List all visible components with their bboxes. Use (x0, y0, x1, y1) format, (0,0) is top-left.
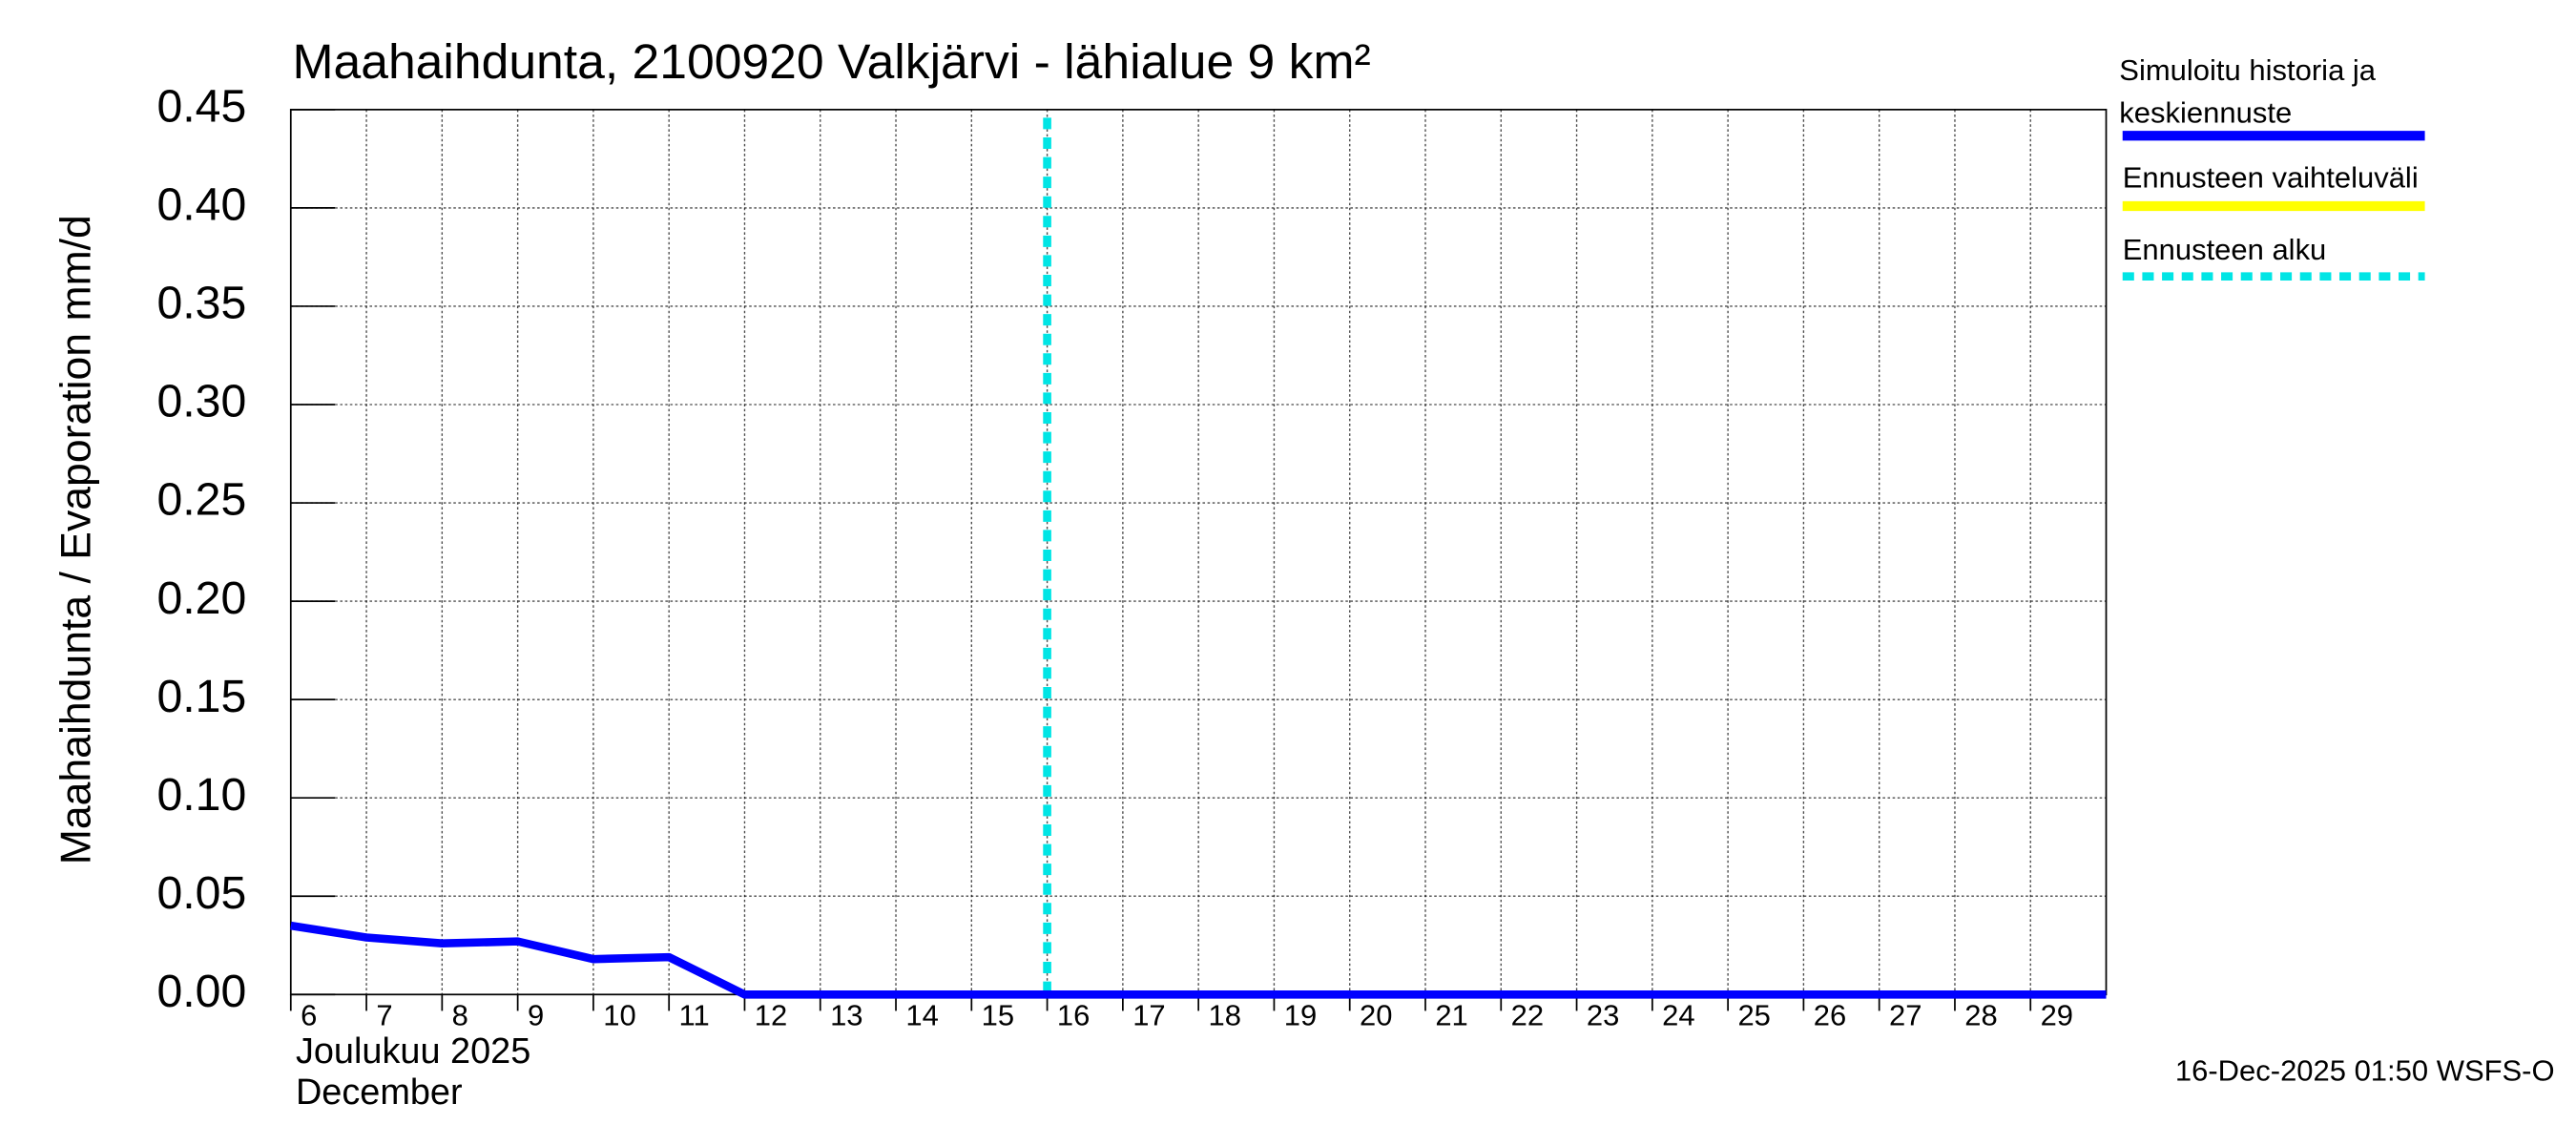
y-tick-label: 0.25 (156, 474, 246, 526)
x-axis-label: December (296, 1072, 463, 1113)
x-tick-label: 27 (1889, 999, 1922, 1032)
y-tick-label: 0.35 (156, 278, 246, 329)
legend-label: Ennusteen alku (2123, 233, 2327, 266)
y-tick-label: 0.20 (156, 572, 246, 624)
y-tick-label: 0.05 (156, 867, 246, 919)
x-tick-label: 12 (755, 999, 787, 1032)
footer: 16-Dec-2025 01:50 WSFS-O (2175, 1054, 2555, 1088)
x-tick-label: 14 (905, 999, 938, 1032)
legend-label: Ennusteen vaihteluväli (2123, 161, 2419, 195)
x-tick-label: 24 (1662, 999, 1694, 1032)
x-tick-label: 6 (301, 999, 317, 1032)
y-tick-label: 0.45 (156, 81, 246, 133)
x-tick-label: 15 (982, 999, 1014, 1032)
x-tick-label: 19 (1284, 999, 1317, 1032)
y-tick-label: 0.40 (156, 179, 246, 231)
x-tick-label: 26 (1814, 999, 1846, 1032)
x-tick-label: 17 (1132, 999, 1165, 1032)
chart-title: Maahaihdunta, 2100920 Valkjärvi - lähial… (293, 33, 1371, 89)
y-tick-label: 0.30 (156, 376, 246, 427)
x-tick-label: 20 (1360, 999, 1392, 1032)
x-tick-label: 10 (603, 999, 635, 1032)
y-tick-label: 0.15 (156, 671, 246, 722)
y-axis-label: Maahaihdunta / Evaporation mm/d (52, 215, 99, 864)
x-tick-label: 11 (679, 999, 710, 1032)
legend-text: Simuloitu historia ja keskiennuste (2119, 53, 2377, 130)
x-tick-label: 7 (376, 999, 392, 1032)
x-tick-label: 28 (1964, 999, 1997, 1032)
x-tick-label: 8 (452, 999, 468, 1032)
x-tick-label: 22 (1511, 999, 1544, 1032)
x-tick-label: 23 (1587, 999, 1619, 1032)
x-tick-label: 16 (1057, 999, 1090, 1032)
x-tick-label: 13 (830, 999, 862, 1032)
x-tick-label: 9 (528, 999, 544, 1032)
legend-label: Simuloitu historia ja keskiennuste (2119, 53, 2377, 130)
x-tick-label: 21 (1435, 999, 1467, 1032)
x-tick-label: 18 (1208, 999, 1240, 1032)
x-tick-label: 29 (2041, 999, 2073, 1032)
x-tick-label: 25 (1737, 999, 1770, 1032)
y-tick-label: 0.00 (156, 966, 246, 1017)
series-line (290, 921, 2107, 999)
x-axis-label: Joulukuu 2025 (296, 1031, 530, 1072)
y-tick-label: 0.10 (156, 769, 246, 821)
